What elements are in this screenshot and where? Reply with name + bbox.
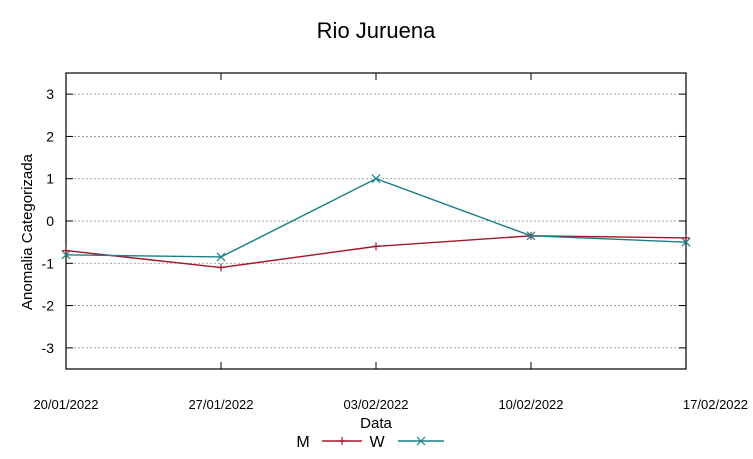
- data-point: [416, 436, 426, 446]
- data-point: [216, 252, 226, 262]
- grid-lines: [66, 93, 686, 349]
- data-point: [682, 233, 690, 242]
- x-tick-label: 03/02/2022: [343, 397, 408, 412]
- series-w: [61, 174, 691, 262]
- y-tick-label: 2: [46, 128, 54, 144]
- legend-item-m: M: [296, 434, 362, 451]
- x-tick-label: 17/02/2022: [683, 397, 748, 412]
- data-point: [371, 174, 381, 184]
- y-tick-label: -3: [42, 340, 55, 356]
- x-axis-ticks: 20/01/2022 27/01/2022 03/02/2022 10/02/2022…: [33, 73, 748, 412]
- data-point: [372, 242, 380, 251]
- y-tick-label: 3: [46, 86, 54, 102]
- data-point: [217, 263, 225, 272]
- legend-label: W: [369, 434, 385, 451]
- data-point: [526, 231, 536, 241]
- legend-item-w: W: [369, 434, 444, 451]
- series-line: [65, 235, 687, 269]
- data-point: [62, 246, 70, 255]
- y-tick-label: -2: [42, 298, 55, 314]
- x-axis-label: Data: [360, 415, 392, 432]
- y-tick-label: 0: [46, 213, 54, 229]
- y-tick-label: 1: [46, 171, 54, 187]
- x-tick-label: 20/01/2022: [33, 397, 98, 412]
- y-tick-label: -1: [42, 255, 55, 271]
- data-point: [61, 250, 71, 260]
- data-point: [338, 437, 346, 445]
- y-axis-label: Anomalia Categorizada: [19, 153, 36, 310]
- chart-title: Rio Juruena: [317, 18, 436, 43]
- y-axis-ticks: 3 2 1 0 -1 -2 -3: [42, 86, 686, 356]
- legend-label: M: [296, 434, 309, 451]
- series-lines: [61, 174, 691, 272]
- x-tick-label: 27/01/2022: [188, 397, 253, 412]
- data-point: [681, 237, 691, 247]
- x-tick-label: 10/02/2022: [498, 397, 563, 412]
